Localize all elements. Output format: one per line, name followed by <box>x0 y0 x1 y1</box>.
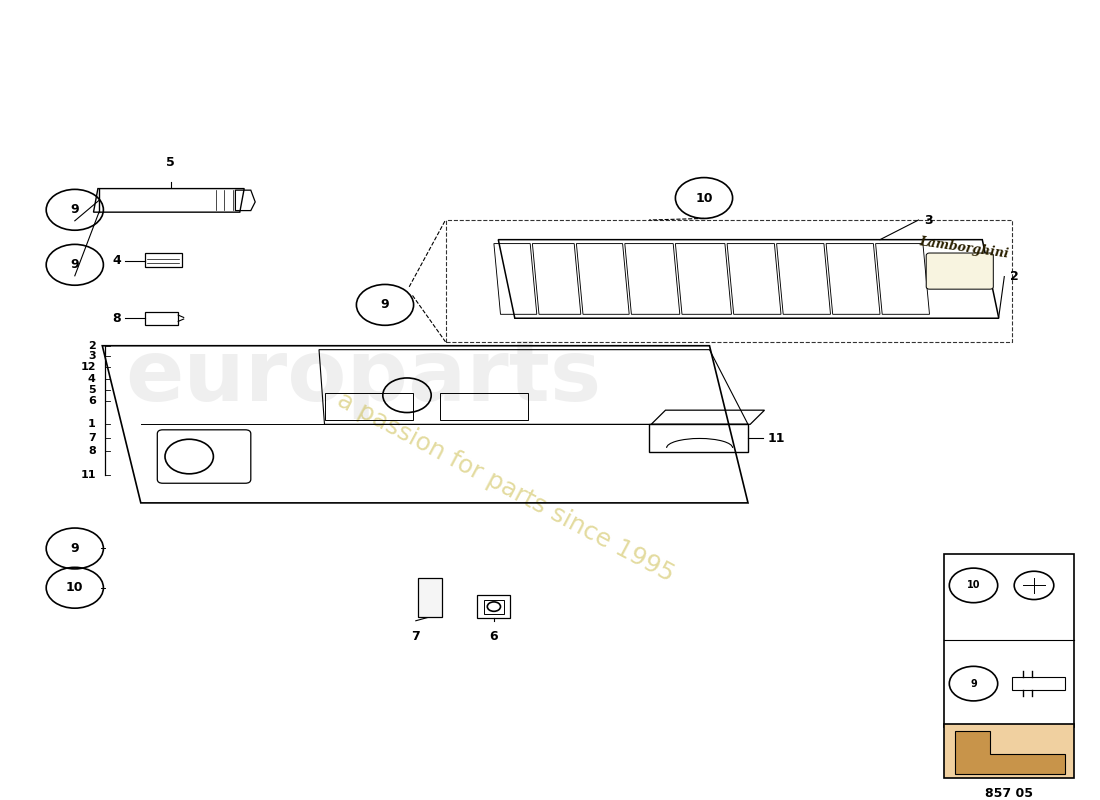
Bar <box>440 393 528 420</box>
Text: 11: 11 <box>768 432 785 445</box>
Text: 6: 6 <box>88 396 96 406</box>
Text: 9: 9 <box>70 258 79 271</box>
Text: a passion for parts since 1995: a passion for parts since 1995 <box>333 388 679 586</box>
Text: 12: 12 <box>80 362 96 372</box>
Text: 10: 10 <box>695 191 713 205</box>
Bar <box>1012 678 1065 690</box>
Text: 3: 3 <box>88 351 96 361</box>
Text: 2: 2 <box>88 341 96 350</box>
Text: 11: 11 <box>80 470 96 480</box>
Text: 10: 10 <box>967 580 980 590</box>
Bar <box>944 554 1074 727</box>
FancyBboxPatch shape <box>926 253 993 289</box>
Text: 9: 9 <box>970 678 977 689</box>
Text: 6: 6 <box>490 630 498 643</box>
Text: 4: 4 <box>88 374 96 384</box>
Text: 1: 1 <box>88 419 96 430</box>
Text: 7: 7 <box>88 433 96 442</box>
Bar <box>477 595 510 618</box>
Text: 4: 4 <box>112 254 121 267</box>
Text: 7: 7 <box>411 630 420 643</box>
Text: 9: 9 <box>70 203 79 216</box>
Text: 2: 2 <box>1010 270 1019 283</box>
Text: 10: 10 <box>66 582 84 594</box>
Text: 3: 3 <box>924 214 933 226</box>
Text: 8: 8 <box>112 312 121 325</box>
Text: 5: 5 <box>166 156 175 169</box>
Bar <box>324 393 412 420</box>
Text: 8: 8 <box>88 446 96 456</box>
Bar <box>418 578 442 617</box>
Bar <box>944 725 1074 778</box>
Bar <box>484 599 504 614</box>
Polygon shape <box>955 730 1065 774</box>
Text: 5: 5 <box>88 385 96 394</box>
Text: 9: 9 <box>70 542 79 555</box>
Text: 9: 9 <box>381 298 389 311</box>
Text: Lamborghini: Lamborghini <box>918 234 1010 260</box>
Text: europarts: europarts <box>125 336 601 418</box>
Text: 857 05: 857 05 <box>984 787 1033 800</box>
